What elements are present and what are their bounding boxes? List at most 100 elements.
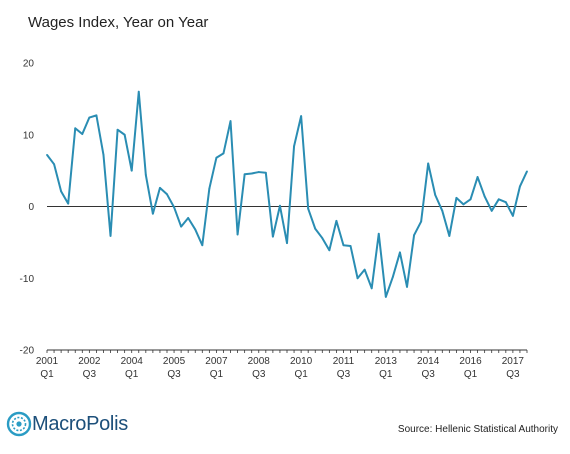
x-tick-label-year: 2013: [375, 356, 398, 367]
series-line: [46, 90, 528, 298]
x-tick-label-year: 2011: [333, 356, 355, 367]
logo-text: MacroPolis: [32, 412, 128, 435]
data-point: [519, 185, 521, 188]
data-point: [399, 251, 401, 254]
data-point: [307, 207, 310, 210]
data-point: [194, 228, 197, 231]
data-point: [363, 268, 366, 271]
data-point: [279, 204, 281, 207]
data-point: [166, 193, 168, 196]
x-tick-label-quarter: Q3: [422, 369, 436, 380]
x-tick-label-quarter: Q3: [83, 369, 97, 380]
data-point: [229, 120, 232, 123]
data-point: [60, 190, 63, 193]
data-point: [469, 198, 472, 201]
x-tick-label-quarter: Q1: [294, 369, 308, 380]
x-tick-label-year: 2014: [417, 356, 440, 367]
y-axis: -20 -10 0 10 20: [20, 59, 35, 357]
x-tick-label-year: 2016: [459, 356, 482, 367]
data-point: [144, 174, 147, 176]
data-point: [420, 220, 423, 223]
x-tick-label-year: 2005: [163, 356, 186, 367]
data-point: [300, 115, 303, 117]
data-point: [264, 171, 267, 174]
data-point: [448, 235, 451, 237]
data-point: [455, 196, 458, 199]
y-tick-label: -20: [20, 346, 35, 357]
y-tick-label: 20: [23, 59, 35, 70]
data-point: [286, 242, 288, 244]
x-tick-label-year: 2001: [36, 356, 59, 367]
data-point: [427, 162, 430, 165]
x-tick-label-year: 2002: [78, 356, 101, 367]
data-point: [497, 198, 500, 201]
data-point: [95, 114, 98, 117]
data-point: [88, 116, 91, 119]
data-point: [130, 169, 133, 172]
data-point: [293, 145, 295, 148]
x-tick-label-year: 2008: [248, 356, 271, 367]
data-point: [53, 163, 55, 166]
data-point: [483, 195, 486, 198]
data-point: [243, 173, 246, 176]
x-tick-label-quarter: Q3: [506, 369, 520, 380]
x-tick-label-quarter: Q3: [337, 369, 351, 380]
x-tick-label-quarter: Q1: [210, 369, 224, 380]
data-point: [504, 201, 507, 204]
data-point: [434, 194, 437, 196]
data-point: [377, 232, 380, 235]
data-point: [335, 219, 338, 222]
data-point: [109, 235, 112, 237]
data-point: [102, 153, 105, 156]
data-point: [441, 209, 444, 212]
data-point: [151, 212, 154, 215]
globe-icon: [6, 411, 32, 437]
data-point: [250, 172, 253, 175]
x-tick-label-quarter: Q1: [125, 369, 139, 380]
x-tick-label-year: 2007: [205, 356, 228, 367]
data-point: [349, 245, 352, 247]
data-point: [201, 244, 204, 247]
data-point: [67, 202, 70, 205]
data-point: [462, 203, 465, 206]
x-tick-label-year: 2010: [290, 356, 313, 367]
data-point: [328, 249, 331, 252]
data-point: [187, 217, 190, 219]
data-point: [208, 187, 211, 190]
data-point: [257, 171, 260, 173]
x-tick-label-quarter: Q3: [252, 369, 266, 380]
y-tick-label: 0: [28, 202, 34, 213]
data-point: [236, 233, 239, 236]
data-point: [356, 277, 359, 280]
data-point: [116, 128, 119, 131]
data-point: [413, 234, 415, 237]
data-point: [180, 225, 183, 228]
data-point: [81, 133, 84, 135]
data-point: [321, 237, 324, 239]
data-point: [215, 156, 218, 159]
data-point: [74, 127, 77, 130]
data-point: [526, 170, 528, 173]
data-point: [406, 285, 408, 288]
x-tick-label-quarter: Q1: [40, 369, 54, 380]
data-point: [123, 133, 126, 136]
data-point: [222, 152, 225, 155]
x-tick-label-quarter: Q1: [379, 369, 393, 380]
data-point: [159, 186, 161, 189]
x-tick-label-year: 2004: [121, 356, 144, 367]
data-point: [370, 287, 373, 290]
data-point: [173, 206, 175, 209]
source-note: Source: Hellenic Statistical Authority: [397, 424, 558, 435]
y-tick-label: -10: [20, 274, 35, 285]
macropolis-logo: MacroPolis: [6, 410, 128, 438]
data-point: [342, 244, 345, 247]
y-tick-label: 10: [23, 130, 35, 141]
x-tick-label-year: 2017: [502, 356, 525, 367]
data-point: [137, 90, 140, 93]
data-point: [46, 153, 48, 156]
chart-title: Wages Index, Year on Year: [28, 14, 209, 31]
x-axis: 2001 Q1 2002 Q3 2004 Q1 2005 Q3 2007 Q1 2008 Q3 2010…: [36, 349, 528, 380]
data-point: [476, 176, 479, 178]
data-point: [391, 275, 394, 278]
data-point: [511, 214, 514, 217]
